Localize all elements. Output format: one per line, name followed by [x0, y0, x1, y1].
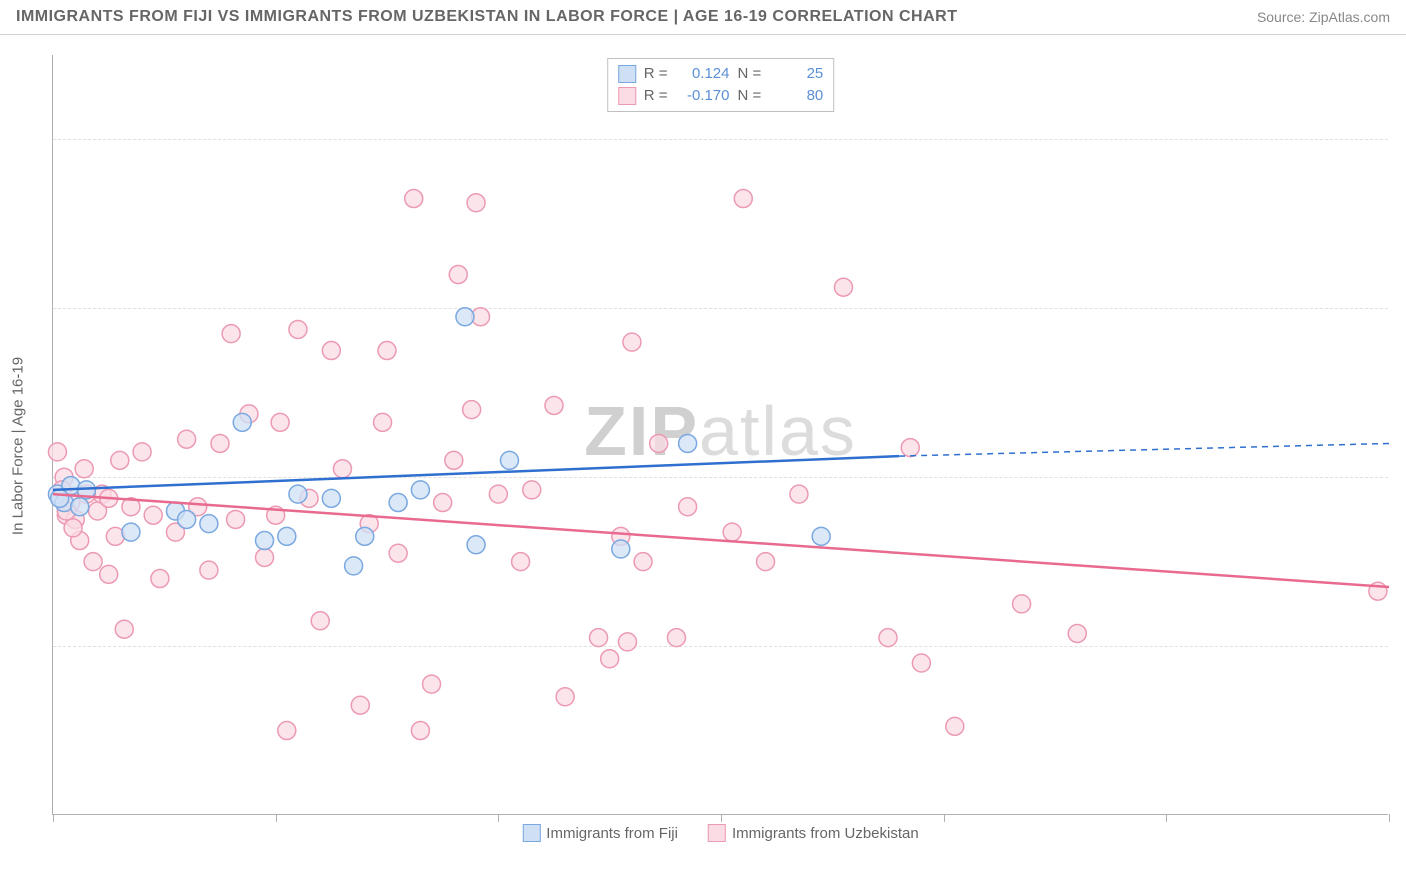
legend-item-uzbekistan: Immigrants from Uzbekistan: [708, 824, 919, 842]
correlation-legend: R = 0.124 N = 25 R = -0.170 N = 80: [607, 58, 835, 112]
swatch-fiji: [618, 65, 636, 83]
n-label-uzbek: N =: [738, 85, 762, 107]
legend-item-fiji: Immigrants from Fiji: [522, 824, 678, 842]
n-value-fiji: 25: [769, 63, 823, 85]
r-label-fiji: R =: [644, 63, 668, 85]
series-legend: Immigrants from Fiji Immigrants from Uzb…: [522, 824, 918, 842]
n-value-uzbek: 80: [769, 85, 823, 107]
r-label-uzbek: R =: [644, 85, 668, 107]
chart-title: IMMIGRANTS FROM FIJI VS IMMIGRANTS FROM …: [16, 8, 957, 26]
swatch-uzbekistan: [618, 87, 636, 105]
swatch-uzbek-icon: [708, 824, 726, 842]
source-label: Source: ZipAtlas.com: [1257, 9, 1390, 25]
r-value-fiji: 0.124: [676, 63, 730, 85]
r-value-uzbek: -0.170: [676, 85, 730, 107]
chart-area: ZIPatlas R = 0.124 N = 25 R = -0.170 N =…: [52, 55, 1388, 815]
series-name-uzbek: Immigrants from Uzbekistan: [732, 825, 919, 842]
scatter-plot: [53, 55, 1388, 814]
n-label-fiji: N =: [738, 63, 762, 85]
legend-row-uzbekistan: R = -0.170 N = 80: [618, 85, 824, 107]
y-axis-title: In Labor Force | Age 16-19: [10, 357, 27, 535]
series-name-fiji: Immigrants from Fiji: [546, 825, 678, 842]
title-bar: IMMIGRANTS FROM FIJI VS IMMIGRANTS FROM …: [0, 0, 1406, 35]
legend-row-fiji: R = 0.124 N = 25: [618, 63, 824, 85]
swatch-fiji-icon: [522, 824, 540, 842]
